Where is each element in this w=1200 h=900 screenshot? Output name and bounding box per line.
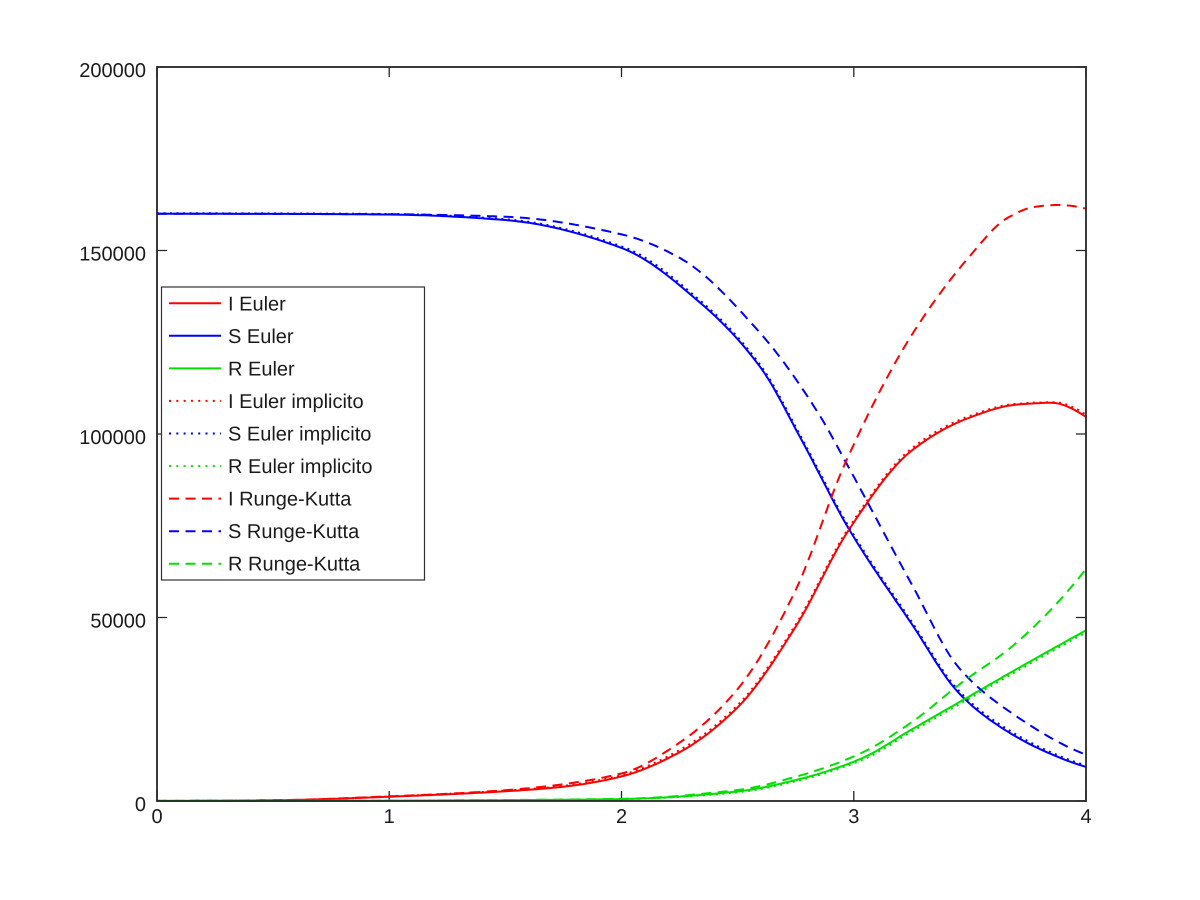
svg-text:R Euler implicito: R Euler implicito [228, 456, 372, 478]
svg-text:150000: 150000 [79, 244, 146, 266]
svg-text:I Euler: I Euler [228, 293, 286, 315]
svg-text:4: 4 [1080, 806, 1091, 828]
svg-text:0: 0 [151, 806, 162, 828]
svg-text:I Euler implicito: I Euler implicito [228, 391, 364, 413]
svg-text:S Euler: S Euler [228, 326, 294, 348]
svg-text:200000: 200000 [79, 60, 146, 82]
svg-text:3: 3 [848, 806, 859, 828]
svg-text:R Runge-Kutta: R Runge-Kutta [228, 554, 361, 576]
svg-text:50000: 50000 [90, 611, 146, 633]
svg-text:S Runge-Kutta: S Runge-Kutta [228, 521, 360, 543]
svg-text:S Euler implicito: S Euler implicito [228, 424, 371, 446]
svg-text:1: 1 [384, 806, 395, 828]
svg-text:R Euler: R Euler [228, 358, 295, 380]
svg-text:2: 2 [616, 806, 627, 828]
svg-text:100000: 100000 [79, 427, 146, 449]
svg-text:0: 0 [135, 794, 146, 816]
svg-text:I Runge-Kutta: I Runge-Kutta [228, 489, 352, 511]
